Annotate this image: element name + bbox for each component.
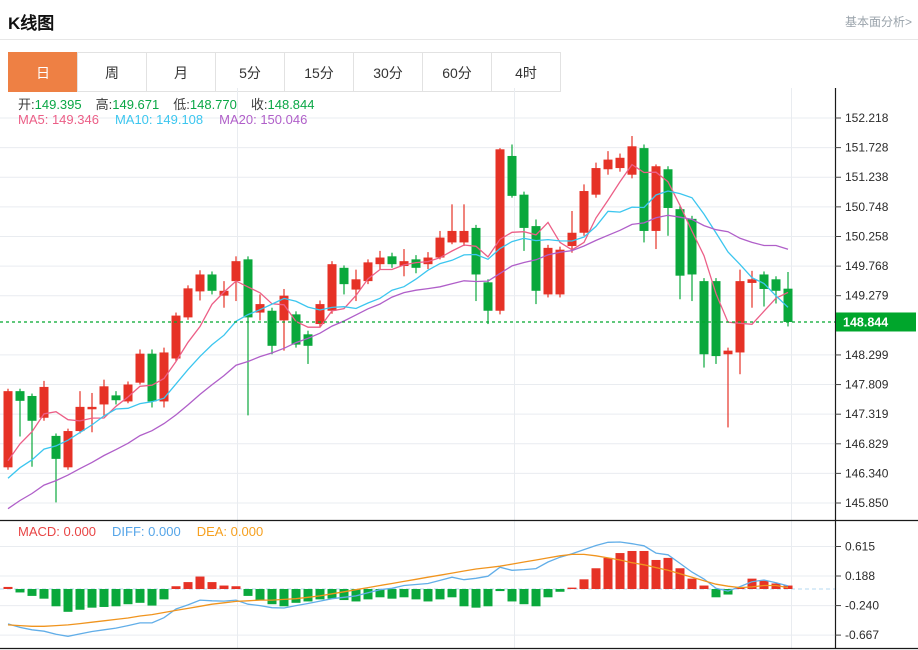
tab-30分[interactable]: 30分 [353,52,423,92]
svg-text:-0.667: -0.667 [845,628,879,642]
ma5-line [7,163,789,462]
tab-月[interactable]: 月 [146,52,216,92]
svg-text:0.615: 0.615 [845,539,875,553]
ma-legend: MA5: 149.346 MA10: 149.108 MA20: 150.046 [18,112,323,127]
current-price-badge: 148.844 [836,312,916,332]
tab-bar: 日周月 5分 15分 30分 60分 4时 [8,52,561,92]
tab-5分[interactable]: 5分 [215,52,285,92]
tab-日[interactable]: 日 [8,52,78,92]
svg-text:149.768: 149.768 [845,259,889,273]
ma-ma5: MA5: 149.346 [18,112,99,127]
fundamental-analysis-link[interactable]: 基本面分析> [844,15,912,29]
gridlines [0,88,835,648]
macd-histogram [3,550,793,612]
svg-text:152.218: 152.218 [845,111,889,125]
ohlc-value: 148.844 [267,97,315,112]
svg-text:147.319: 147.319 [845,407,889,421]
svg-text:151.238: 151.238 [845,170,889,184]
header: K线图 基本面分析> [0,0,918,40]
svg-text:150.258: 150.258 [845,229,889,243]
tab-60分[interactable]: 60分 [422,52,492,92]
macd-macd: MACD: 0.000 [18,524,97,539]
ma-ma20: MA20: 150.046 [219,112,308,127]
ohlc-label: 开: [18,97,35,112]
ohlc-label: 收: [250,97,268,112]
dea-line [7,553,789,627]
macd-diff: DIFF: 0.000 [112,524,181,539]
tab-4时[interactable]: 4时 [491,52,561,92]
candles [3,136,793,503]
svg-text:150.748: 150.748 [845,200,889,214]
ohlc-label: 低: [173,97,190,112]
svg-text:146.829: 146.829 [845,437,889,451]
macd-legend: MACD: 0.000 DIFF: 0.000 DEA: 0.000 [18,524,279,539]
ohlc-value: 149.395 [34,97,82,112]
tab-周[interactable]: 周 [77,52,147,92]
diff-line [7,541,789,637]
svg-text:0.188: 0.188 [845,569,875,583]
svg-text:148.299: 148.299 [845,348,889,362]
macd-dea: DEA: 0.000 [196,524,264,539]
ohlc-value: 149.671 [112,97,160,112]
svg-text:148.844: 148.844 [843,315,888,329]
chart-frame [0,88,918,650]
ohlc-value: 148.770 [189,97,237,112]
ma10-line [7,190,789,479]
svg-text:146.340: 146.340 [845,466,889,480]
svg-text:149.279: 149.279 [845,289,889,303]
tab-15分[interactable]: 15分 [284,52,354,92]
ohlc-info: 开:149.395 高:149.671 低:148.770 收:148.844 [18,94,329,113]
svg-text:147.809: 147.809 [845,378,889,392]
svg-text:-0.240: -0.240 [845,599,879,613]
svg-text:145.850: 145.850 [845,496,889,510]
svg-text:151.728: 151.728 [845,141,889,155]
ohlc-label: 高: [95,97,113,112]
y-axis-labels: 152.218 151.728 151.238 150.748 150.258 149.7… [835,111,889,642]
ma-ma10: MA10: 149.108 [114,112,204,127]
page-title: K线图 [8,14,55,33]
ma20-line [7,214,789,510]
